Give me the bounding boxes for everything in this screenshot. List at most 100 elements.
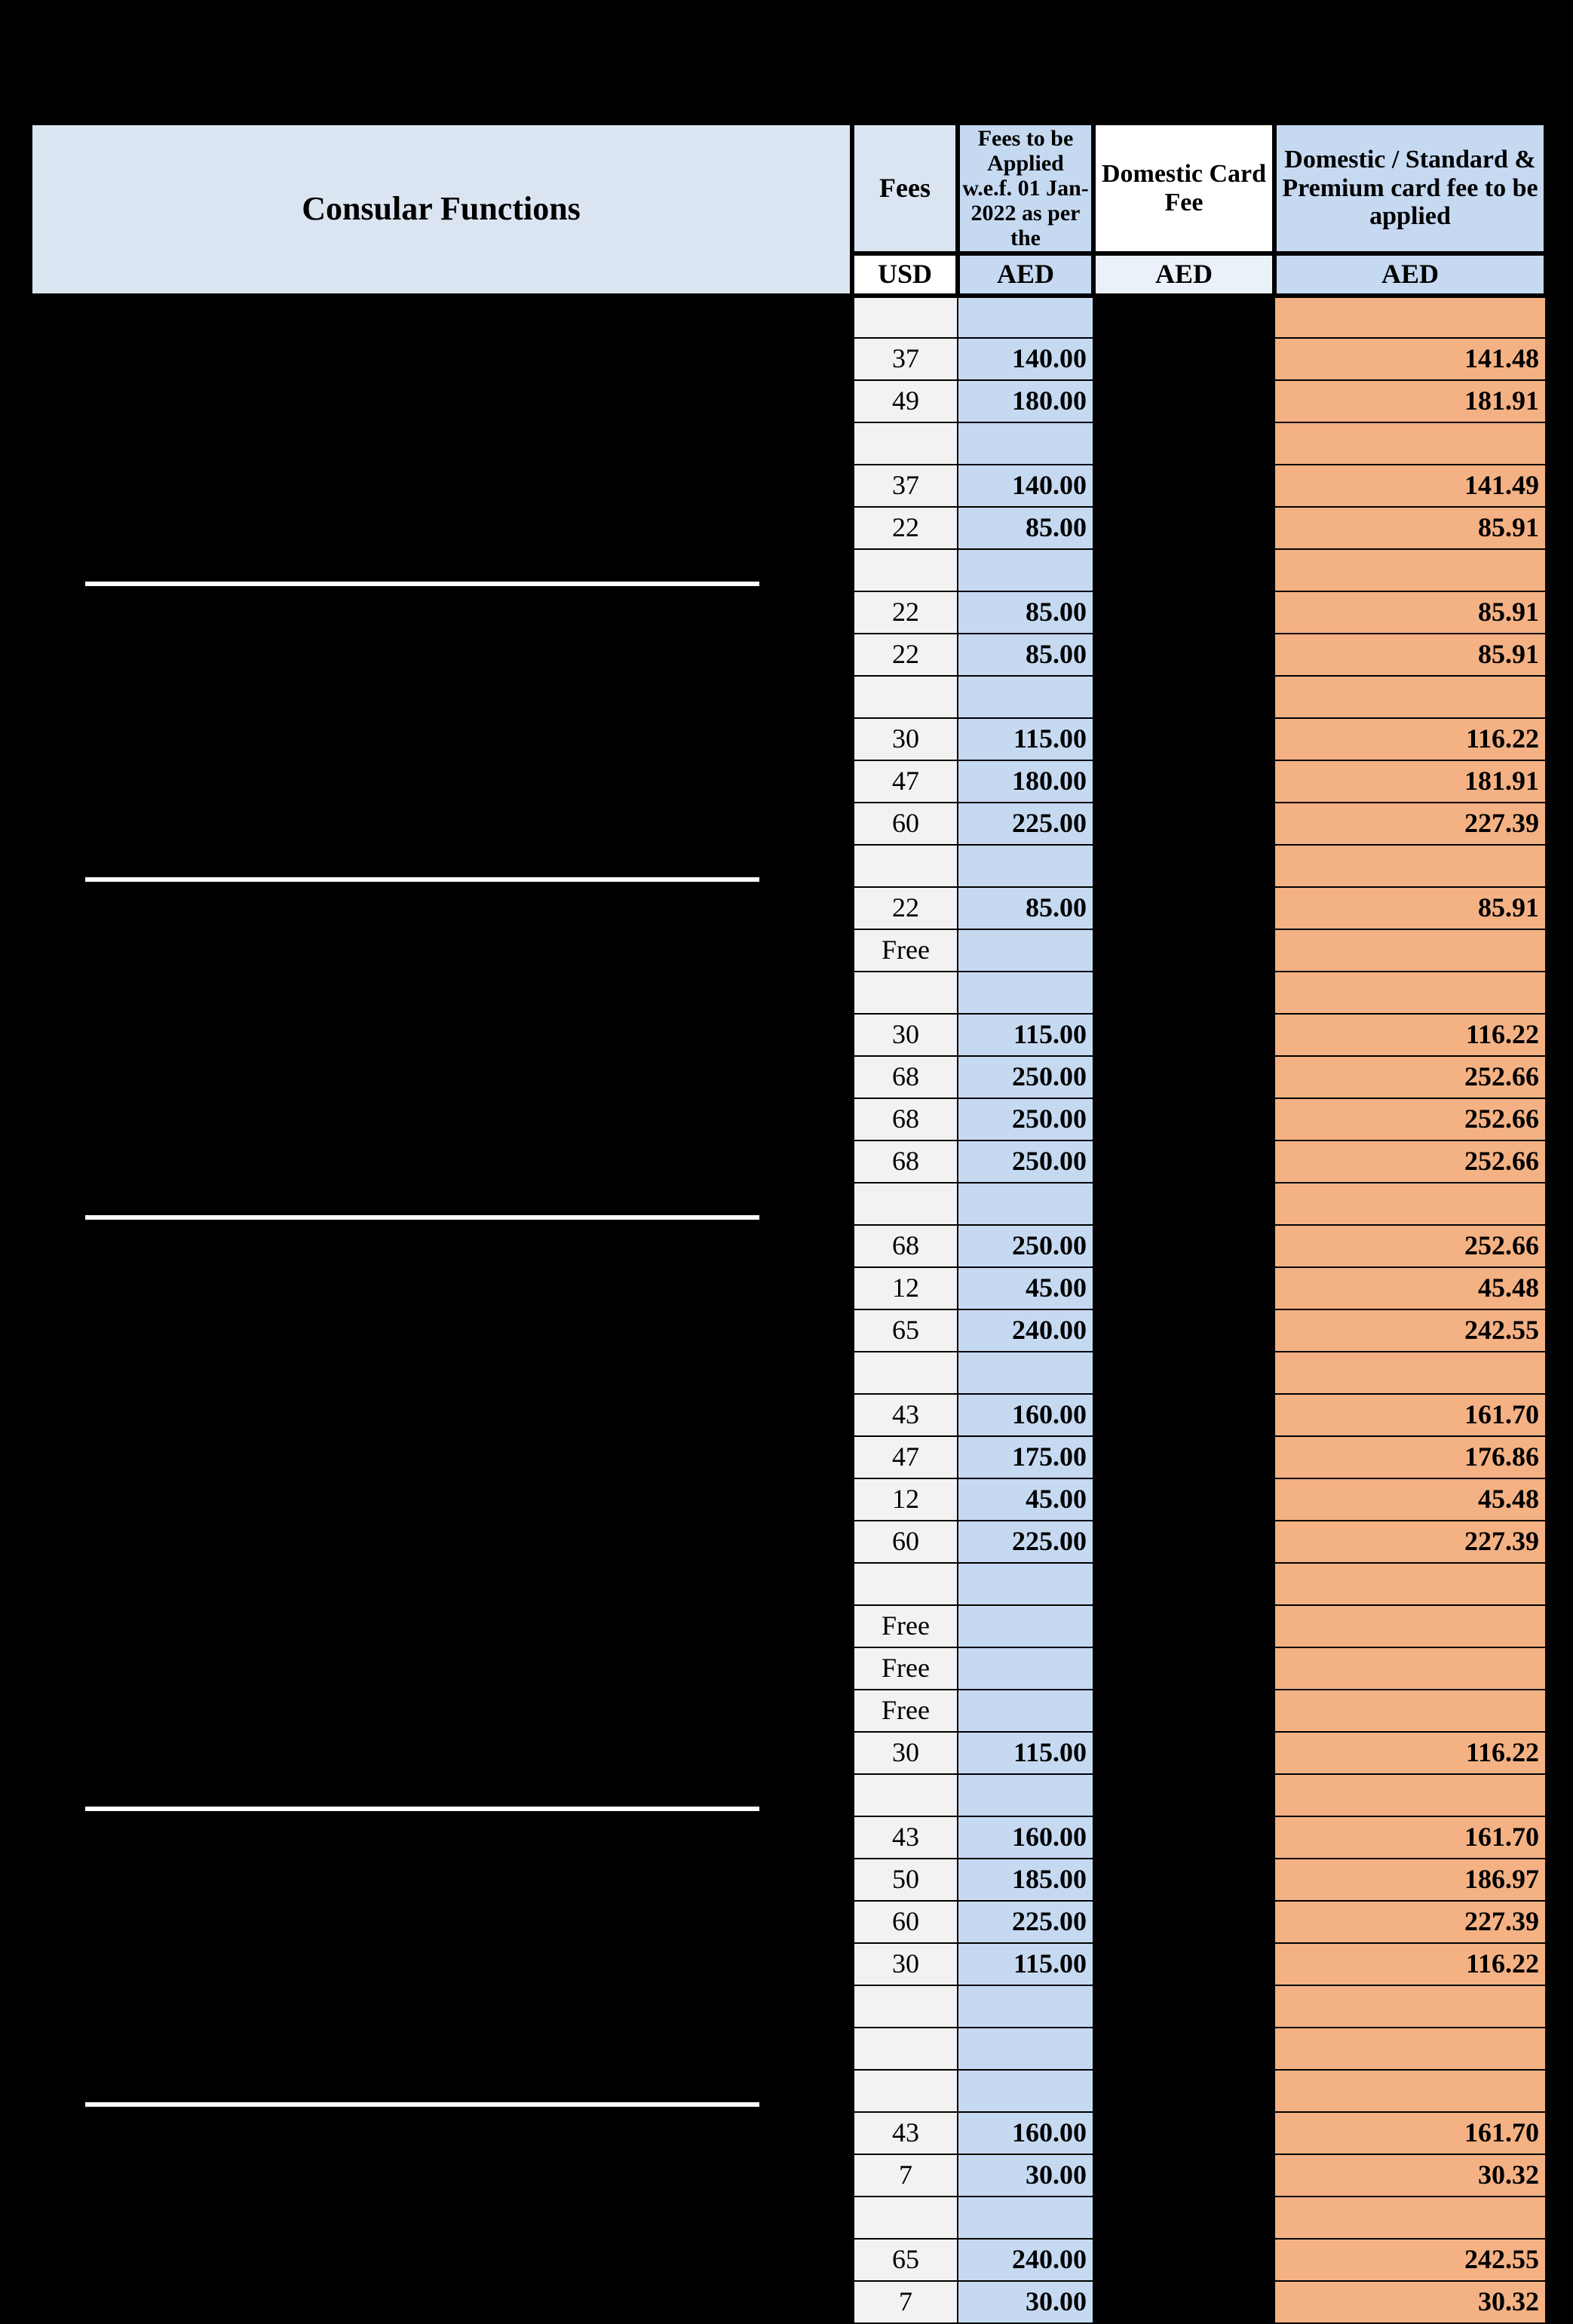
table-row (0, 676, 1573, 718)
domestic-cell (1093, 1690, 1274, 1732)
domestic-cell (1093, 2239, 1274, 2281)
domestic-cell (1093, 1732, 1274, 1774)
function-cell (30, 2070, 852, 2112)
usd-cell (852, 549, 958, 591)
aed-cell: 185.00 (958, 1859, 1093, 1901)
right-gutter (1546, 2112, 1573, 2154)
domestic-cell (1093, 2197, 1274, 2239)
domestic-cell (1093, 2154, 1274, 2197)
right-gutter (1546, 123, 1573, 296)
aed-cell: 240.00 (958, 2239, 1093, 2281)
domestic-cell (1093, 634, 1274, 676)
usd-cell: 12 (852, 1478, 958, 1521)
card-fee-cell: 30.32 (1274, 2281, 1546, 2323)
table-row: 68250.00252.66 (0, 1141, 1573, 1183)
right-gutter (1546, 422, 1573, 465)
table-row: Free (0, 1690, 1573, 1732)
aed-cell (958, 845, 1093, 887)
function-cell (30, 1521, 852, 1563)
left-gutter (0, 1098, 30, 1141)
left-gutter (0, 1225, 30, 1267)
domestic-cell (1093, 803, 1274, 845)
table-row: 30115.00116.22 (0, 1943, 1573, 1985)
aed-cell (958, 1352, 1093, 1394)
domestic-cell (1093, 1267, 1274, 1309)
function-cell (30, 549, 852, 591)
right-gutter (1546, 1225, 1573, 1267)
right-gutter (1546, 1774, 1573, 1816)
domestic-cell (1093, 1056, 1274, 1098)
card-fee-cell: 242.55 (1274, 1309, 1546, 1352)
aed-cell: 45.00 (958, 1478, 1093, 1521)
left-gutter (0, 1267, 30, 1309)
function-cell (30, 803, 852, 845)
aed-cell: 85.00 (958, 507, 1093, 549)
left-gutter (0, 1774, 30, 1816)
card-fee-cell (1274, 2028, 1546, 2070)
right-gutter (1546, 1732, 1573, 1774)
aed-cell: 45.00 (958, 1267, 1093, 1309)
usd-cell (852, 2070, 958, 2112)
table-row (0, 296, 1573, 338)
card-fee-cell: 85.91 (1274, 507, 1546, 549)
card-fee-cell: 252.66 (1274, 1098, 1546, 1141)
domestic-cell (1093, 465, 1274, 507)
table-row (0, 422, 1573, 465)
function-cell (30, 1774, 852, 1816)
function-cell (30, 887, 852, 929)
left-gutter (0, 2028, 30, 2070)
left-gutter (0, 760, 30, 803)
right-gutter (1546, 1563, 1573, 1605)
table-row (0, 1563, 1573, 1605)
aed-cell: 225.00 (958, 1521, 1093, 1563)
usd-cell: 49 (852, 380, 958, 422)
domestic-cell (1093, 1521, 1274, 1563)
card-fee-cell: 45.48 (1274, 1478, 1546, 1521)
aed-cell: 240.00 (958, 1309, 1093, 1352)
right-gutter (1546, 1436, 1573, 1478)
header-premium-card-fee: Domestic / Standard & Premium card fee t… (1274, 123, 1546, 253)
usd-cell: 68 (852, 1225, 958, 1267)
function-cell (30, 929, 852, 972)
usd-cell: 30 (852, 1014, 958, 1056)
aed-cell: 180.00 (958, 760, 1093, 803)
table-row: 47175.00176.86 (0, 1436, 1573, 1478)
card-fee-cell (1274, 1985, 1546, 2028)
right-gutter (1546, 465, 1573, 507)
function-cell (30, 1014, 852, 1056)
card-fee-cell (1274, 845, 1546, 887)
aed-cell: 250.00 (958, 1098, 1093, 1141)
domestic-cell (1093, 1098, 1274, 1141)
table-row: Free (0, 1647, 1573, 1690)
usd-cell (852, 296, 958, 338)
left-gutter (0, 1859, 30, 1901)
table-row: 37140.00141.49 (0, 465, 1573, 507)
table-row: 2285.00 85.91 (0, 507, 1573, 549)
domestic-cell (1093, 1183, 1274, 1225)
function-cell (30, 1183, 852, 1225)
domestic-cell (1093, 1141, 1274, 1183)
function-cell (30, 338, 852, 380)
function-cell (30, 1647, 852, 1690)
right-gutter (1546, 676, 1573, 718)
usd-cell: 22 (852, 507, 958, 549)
aed-cell: 160.00 (958, 2112, 1093, 2154)
function-cell (30, 1943, 852, 1985)
usd-cell: 47 (852, 1436, 958, 1478)
right-gutter (1546, 634, 1573, 676)
usd-cell: 43 (852, 1816, 958, 1859)
right-gutter (1546, 1605, 1573, 1647)
aed-cell (958, 972, 1093, 1014)
left-gutter (0, 1394, 30, 1436)
right-gutter (1546, 1056, 1573, 1098)
aed-cell (958, 676, 1093, 718)
domestic-cell (1093, 1309, 1274, 1352)
card-fee-cell: 227.39 (1274, 803, 1546, 845)
function-cell (30, 1352, 852, 1394)
function-cell (30, 1098, 852, 1141)
domestic-cell (1093, 1816, 1274, 1859)
table-row: 43160.00161.70 (0, 1816, 1573, 1859)
usd-cell: 22 (852, 591, 958, 634)
left-gutter (0, 972, 30, 1014)
card-fee-cell: 30.32 (1274, 2154, 1546, 2197)
